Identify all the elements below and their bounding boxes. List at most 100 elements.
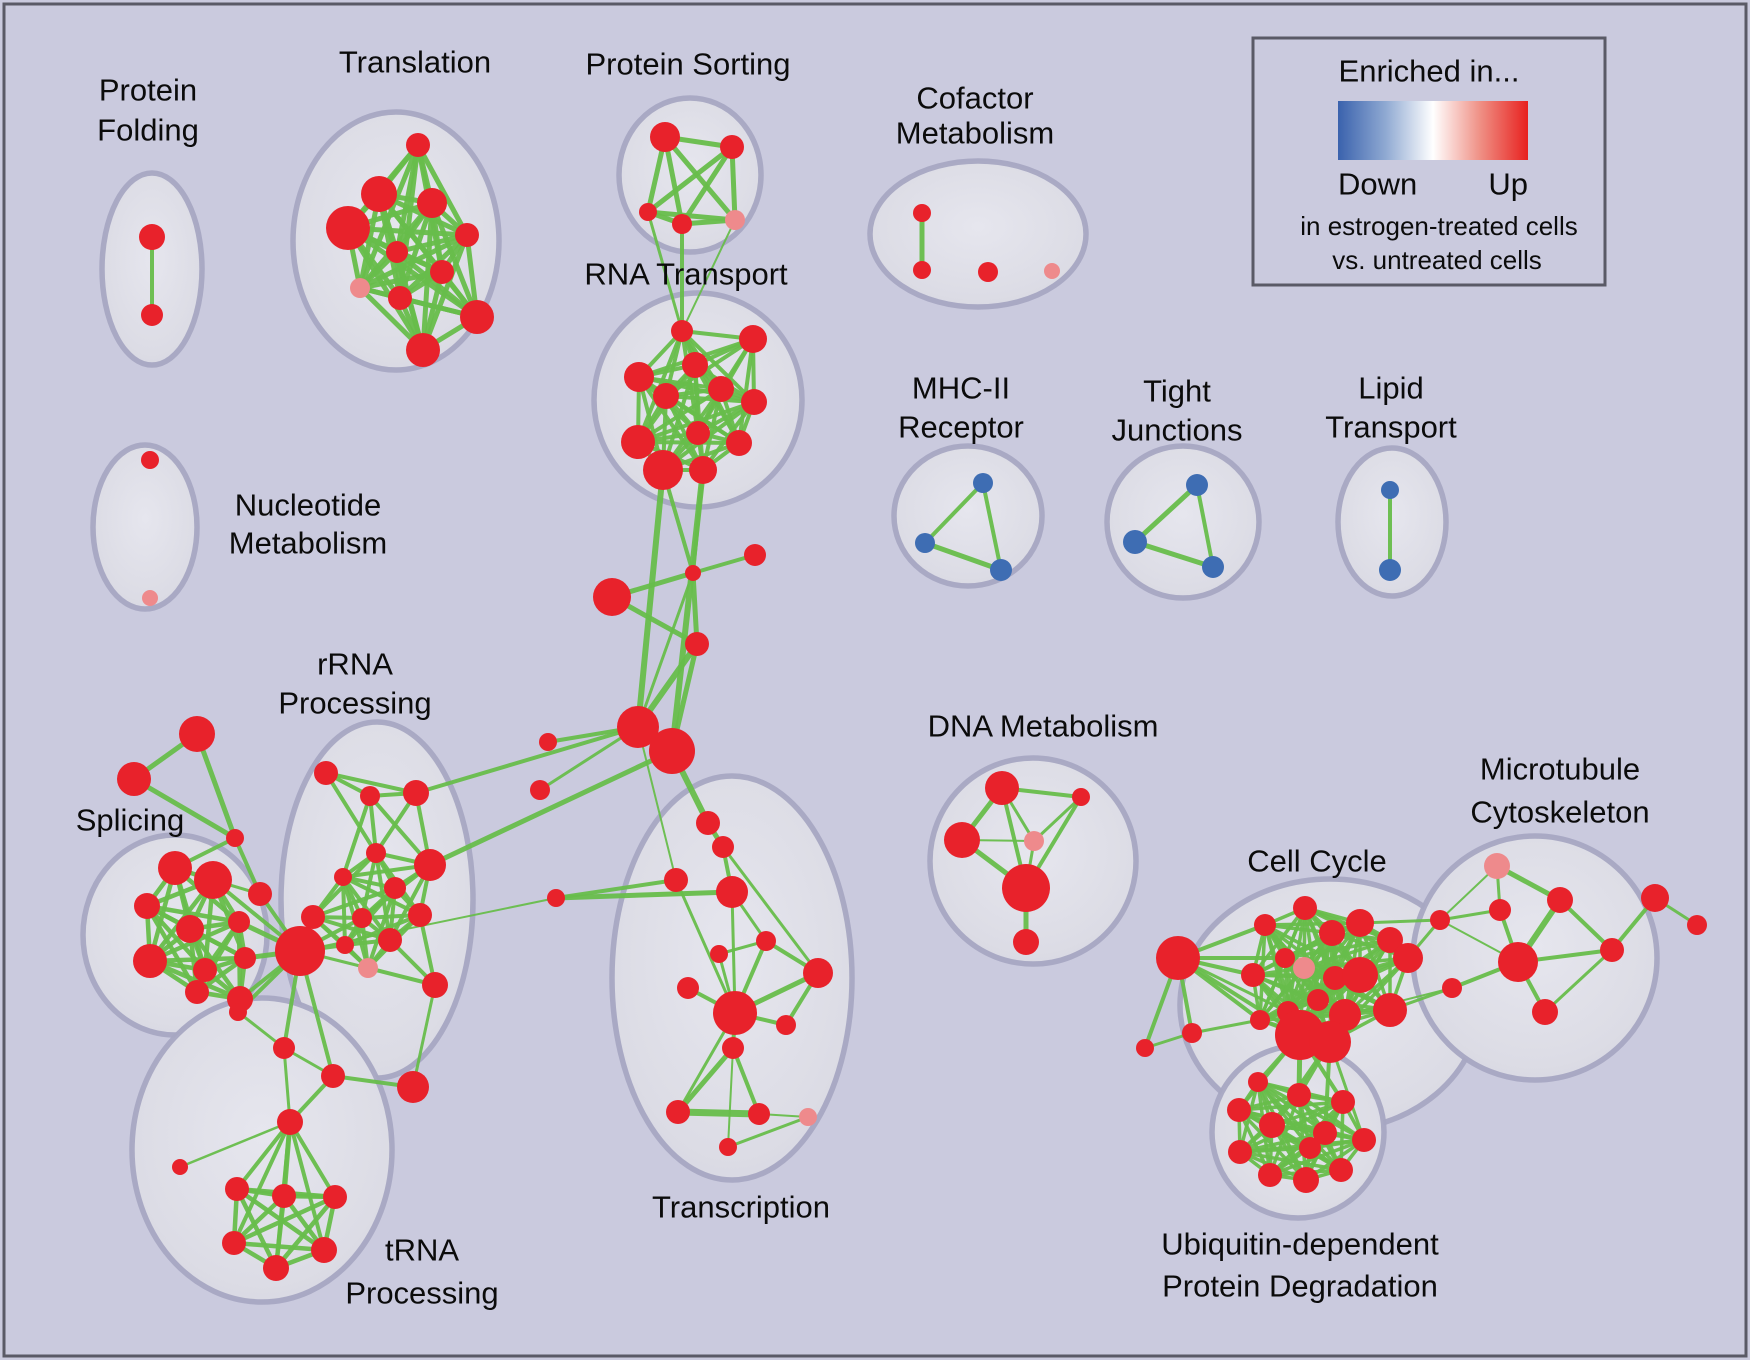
network-node: [1136, 1039, 1154, 1057]
network-node-rna-transport: [726, 430, 752, 456]
network-node-rna-transport: [653, 383, 679, 409]
network-node-protein-folding: [141, 304, 163, 326]
network-node-tight-junctions: [1186, 474, 1208, 496]
cluster-label-rrna-processing: Processing: [278, 686, 431, 721]
network-node-protein-sorting: [720, 135, 744, 159]
cluster-ellipse-dna-metabolism: [927, 755, 1139, 967]
network-node-microtubule-cytoskeleton: [1489, 899, 1511, 921]
network-edge: [674, 878, 737, 1015]
network-node: [530, 780, 550, 800]
cluster-label-nucleotide-metabolism: Nucleotide: [235, 488, 381, 523]
cluster-label-trna-processing: Processing: [345, 1276, 498, 1311]
network-node-rna-transport: [671, 320, 693, 342]
network-edge-rna-transport: [737, 337, 755, 445]
network-node: [666, 1100, 690, 1124]
cluster-label-ubiquitin-degradation: Ubiquitin-dependent: [1161, 1227, 1439, 1262]
network-edge: [637, 726, 677, 881]
cluster-label-microtubule-cytoskeleton: Cytoskeleton: [1470, 795, 1649, 830]
network-edge: [194, 731, 238, 841]
network-node-ubiquitin-degradation: [1228, 1140, 1252, 1164]
network-node-translation: [406, 333, 440, 367]
network-node-cell-cycle: [1254, 914, 1276, 936]
network-node-cofactor-metabolism: [913, 204, 931, 222]
network-edge-rrna-processing: [341, 794, 372, 879]
network-node-trna-processing: [323, 1185, 347, 1209]
network-node-translation: [455, 223, 479, 247]
network-node-cell-cycle: [1373, 993, 1407, 1027]
network-node: [710, 945, 728, 963]
network-edge-cell-cycle: [1251, 906, 1307, 977]
network-node-microtubule-cytoskeleton: [1600, 938, 1624, 962]
network-node-translation: [430, 260, 454, 284]
network-node-splicing: [194, 861, 232, 899]
cluster-label-lipid-transport: Lipid: [1358, 371, 1424, 406]
network-node-splicing: [228, 911, 250, 933]
network-node-rrna-processing: [414, 849, 446, 881]
cluster-label-cell-cycle: Cell Cycle: [1247, 844, 1387, 879]
network-node-translation: [386, 241, 408, 263]
network-node: [1156, 936, 1200, 980]
network-node-splicing: [133, 944, 167, 978]
cluster-label-transcription: Transcription: [652, 1190, 830, 1225]
network-node-dna-metabolism: [985, 771, 1019, 805]
network-node-trna-processing: [225, 1177, 249, 1201]
network-edge-protein-sorting: [679, 144, 735, 227]
cluster-label-splicing: Splicing: [76, 803, 185, 838]
network-edge: [235, 1120, 292, 1191]
network-edge-protein-sorting: [645, 144, 735, 215]
network-node-rrna-processing: [360, 786, 380, 806]
network-edge: [232, 1120, 292, 1245]
network-edge: [427, 748, 675, 868]
network-node-cofactor-metabolism: [913, 261, 931, 279]
network-node-splicing: [158, 851, 192, 885]
network-edge-translation: [415, 142, 470, 238]
network-node-cell-cycle: [1309, 1021, 1351, 1063]
network-node-rna-transport: [741, 389, 767, 415]
cluster-label-trna-processing: tRNA: [385, 1233, 459, 1268]
network-node-splicing: [176, 915, 204, 943]
network-edge: [922, 540, 1004, 573]
network-node-microtubule-cytoskeleton: [1641, 884, 1669, 912]
network-node-cell-cycle: [1250, 1010, 1270, 1030]
node-layer: [117, 122, 1707, 1281]
network-node-rrna-processing: [334, 868, 352, 886]
network-edge: [727, 1047, 734, 1148]
network-edge-rna-transport: [680, 329, 756, 404]
network-node-rrna-processing: [352, 908, 372, 928]
network-node: [593, 578, 631, 616]
network-node-nucleotide-metabolism: [141, 451, 159, 469]
network-node-ubiquitin-degradation: [1287, 1083, 1311, 1107]
cluster-label-rrna-processing: rRNA: [317, 647, 393, 682]
network-node-cell-cycle: [1346, 909, 1374, 937]
network-edge-rna-transport: [637, 375, 705, 472]
network-edge-trna-processing: [231, 1194, 338, 1246]
network-node-rna-transport: [624, 362, 654, 392]
network-node-translation: [361, 176, 397, 212]
legend-caption-line1: in estrogen-treated cells: [1300, 211, 1577, 241]
network-node-cell-cycle: [1342, 957, 1378, 993]
cluster-label-protein-folding: Folding: [97, 113, 199, 148]
network-edge: [553, 889, 735, 901]
network-node-trna-processing: [263, 1255, 289, 1281]
network-edge-rrna-processing: [324, 771, 378, 855]
network-node-cell-cycle: [1275, 948, 1295, 968]
network-edge: [981, 481, 1003, 572]
network-node-cell-cycle: [1293, 896, 1317, 920]
network-node-dna-metabolism: [944, 822, 980, 858]
network-node-cell-cycle: [1323, 966, 1347, 990]
network-node: [1442, 978, 1462, 998]
cluster-label-translation: Translation: [339, 45, 491, 80]
network-node-cell-cycle: [1319, 920, 1345, 946]
network-node-dna-metabolism: [1013, 929, 1039, 955]
network-node-protein-sorting: [639, 203, 657, 221]
network-node: [172, 1159, 188, 1175]
cluster-label-mhc-ii-receptor: Receptor: [898, 410, 1024, 445]
network-node-ubiquitin-degradation: [1352, 1128, 1376, 1152]
network-edge-rna-transport: [664, 394, 756, 404]
cluster-label-tight-junctions: Junctions: [1112, 413, 1243, 448]
network-edge-ubiquitin-degradation: [1268, 1138, 1366, 1177]
network-node-rrna-processing: [408, 903, 432, 927]
network-node-rrna-processing: [403, 780, 429, 806]
network-node: [226, 829, 244, 847]
